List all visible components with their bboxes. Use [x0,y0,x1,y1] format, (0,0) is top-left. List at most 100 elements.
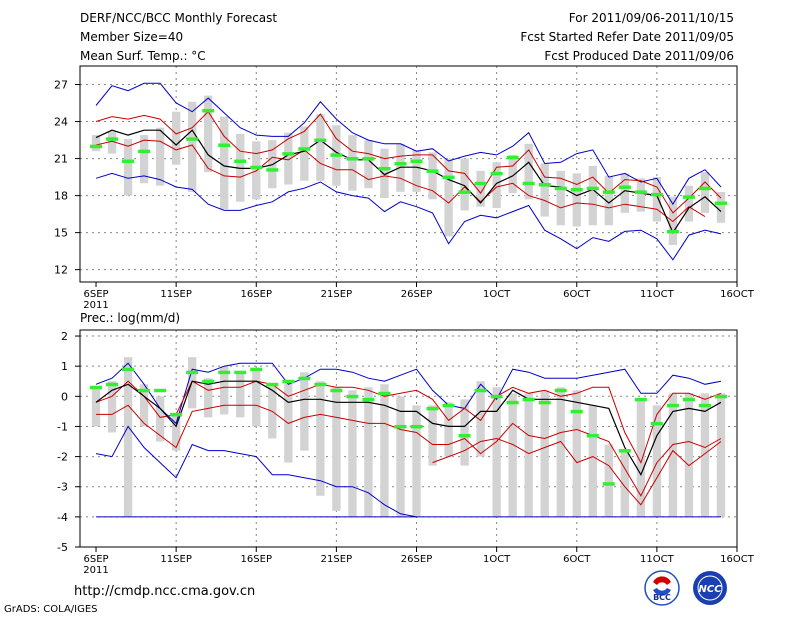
temp-obs-marker [458,190,471,194]
bcc-logo-arc-blue [653,588,671,596]
prec-obs-marker [154,388,167,393]
prec-ensemble-box [316,381,325,496]
temp-ensemble-box [476,170,485,207]
temp-obs-marker [394,162,407,166]
bcc-logo-arc-red [653,576,671,585]
temp-obs-marker [234,159,247,164]
prec-mean-line [95,380,722,477]
temp-obs-marker [362,157,375,161]
temp-ensemble-box [300,126,309,181]
prec-xtick-label: 26SEP [401,554,432,565]
temp-obs-marker [682,195,695,199]
prec-lower-tail-line [432,437,722,506]
prec-obs-marker [202,379,215,384]
temp-obs-marker [570,187,583,192]
temp-obs-marker [586,186,599,191]
prec-ensemble-box [492,387,501,517]
prec-ensemble-box [412,405,421,517]
forecast-period: For 2011/09/06-2011/10/15 [568,11,734,25]
prec-obs-marker [442,403,455,408]
prec-ensemble-box [524,393,533,517]
precip-panel-title: Prec.: log(mm/d) [80,311,181,325]
temp-ensemble-box [412,149,421,192]
prec-obs-marker [266,382,279,387]
prec-ensemble-box [556,387,565,517]
prec-max-line [95,362,722,425]
temp-ensemble-box [91,135,101,152]
temp-xtick-label: 26SEP [401,289,432,300]
prec-obs-marker [586,433,599,438]
prec-ensemble-box [652,405,662,517]
temp-obs-marker [474,181,487,186]
prec-obs-marker [698,403,711,408]
prec-xtick-label: 21SEP [321,554,352,565]
temp-ensemble-box [556,170,565,226]
prec-obs-marker [378,391,391,396]
prec-obs-marker [458,433,471,438]
member-size-label: Member Size=40 [80,30,184,44]
prec-ensemble-box [139,384,149,427]
prec-obs-marker [330,388,343,393]
prec-ensemble-box [204,378,213,418]
temp-xtick-label: 11OCT [640,289,675,300]
ncc-logo: NCC [693,571,727,605]
temp-ensemble-box [620,173,629,213]
prec-obs-marker [410,424,423,429]
prec-obs-marker [522,397,535,402]
prec-ensemble-box [444,402,453,457]
prec-ensemble-box [91,387,101,427]
temp-xtick-label: 21SEP [321,289,352,300]
temp-ensemble-box [572,173,581,227]
temp-ensemble-box [508,154,517,194]
prec-obs-marker [426,406,439,411]
temp-ensemble-box [380,148,389,199]
temp-obs-marker [634,190,647,194]
prec-upper-line [95,380,722,464]
bcc-logo-text: BCC [653,593,671,602]
prec-ensemble-box [540,390,549,517]
prec-ytick-label: -4 [57,511,68,524]
prec-ensemble-box [508,393,517,517]
temp-ensemble-box [123,138,133,196]
prec-obs-marker [714,394,727,399]
temp-obs-marker [426,169,439,173]
temp-obs-marker [522,181,535,186]
temp-obs-marker [282,152,295,156]
prec-ensemble-box [236,372,245,418]
prec-obs-marker [666,403,679,408]
prec-obs-marker [362,397,375,402]
prec-ensemble-box [716,393,726,517]
temp-obs-marker [250,165,263,170]
source-url[interactable]: http://cmdp.ncc.cma.gov.cn [74,584,256,599]
temp-obs-marker [106,137,119,141]
temp-mean-line [95,129,722,234]
prec-ensemble-box [396,396,405,517]
prec-min-line [95,425,417,518]
temp-obs-marker [186,137,199,141]
temp-obs-marker [202,108,215,113]
temp-ensemble-box [316,114,325,181]
prec-obs-marker [634,397,647,402]
prec-ytick-label: 2 [61,330,68,343]
prec-xtick-label: 6SEP [83,554,108,565]
temp-obs-marker [714,201,727,206]
temp-ensemble-box [188,101,197,192]
temp-ensemble-box [171,111,181,165]
prec-ytick-label: -1 [57,420,68,433]
prec-obs-marker [106,382,119,387]
prec-obs-marker [570,409,583,414]
temp-obs-marker [698,186,711,191]
temp-ensemble-box [107,131,117,154]
prec-lower-line [96,404,722,497]
temp-obs-marker [554,186,567,191]
temp-ytick-label: 12 [54,264,68,277]
temp-obs-marker [410,159,423,164]
bcc-logo-ring [644,570,680,606]
temp-ensemble-box [588,165,597,226]
temp-obs-marker [266,168,279,172]
temp-ensemble-box [444,158,453,237]
prec-ensemble-box [348,390,357,517]
prec-frame [79,329,738,548]
